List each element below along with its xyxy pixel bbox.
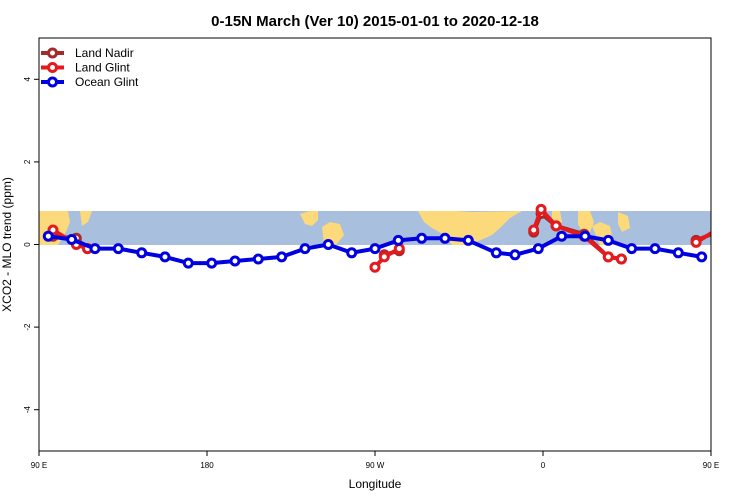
x-axis: 90 E 180 90 W 0 90 E: [31, 451, 719, 470]
data-point: [528, 224, 540, 236]
world-map-band: [39, 211, 711, 245]
land-mass-1: [80, 211, 92, 226]
x-axis-label: Longitude: [349, 477, 402, 491]
legend-label: Land Glint: [75, 61, 130, 75]
data-point: [728, 238, 736, 246]
legend-item: Ocean Glint: [41, 75, 139, 89]
data-point: [416, 232, 428, 244]
data-point: [672, 247, 684, 259]
data-point: [713, 226, 721, 234]
data-point: [89, 243, 101, 255]
data-point: [739, 245, 747, 253]
legend-label: Ocean Glint: [75, 75, 139, 89]
data-point: [602, 251, 614, 263]
y-tick-label: 4: [23, 77, 32, 82]
land-mass-8: [618, 212, 630, 232]
data-point: [378, 251, 390, 263]
x-tick-label: 90 E: [703, 461, 719, 470]
y-axis: -4 -2 0 2 4: [23, 77, 39, 414]
data-point: [346, 247, 358, 259]
y-tick-label: 0: [23, 242, 32, 247]
data-point: [626, 243, 638, 255]
data-point: [713, 228, 721, 236]
data-point: [112, 243, 124, 255]
series-layer: [42, 203, 747, 273]
data-point: [490, 247, 502, 259]
y-tick-label: -4: [23, 406, 32, 414]
data-point: [690, 236, 702, 248]
data-point: [649, 243, 661, 255]
data-point: [535, 203, 547, 215]
legend-swatch-marker: [47, 62, 58, 73]
y-tick-label: -2: [23, 323, 32, 331]
x-tick-label: 0: [541, 461, 546, 470]
series-line-1-3: [695, 231, 711, 245]
x-tick-label: 90 W: [366, 461, 385, 470]
data-point: [532, 243, 544, 255]
data-point: [739, 245, 747, 253]
data-point: [252, 253, 264, 265]
legend-item: Land Glint: [41, 61, 130, 75]
data-point: [696, 251, 708, 263]
y-tick-label: 2: [23, 159, 32, 164]
data-point: [206, 257, 218, 269]
data-point: [392, 234, 404, 246]
data-point: [229, 255, 241, 267]
data-point: [602, 234, 614, 246]
data-point: [509, 249, 521, 261]
x-tick-label: 90 E: [31, 461, 47, 470]
data-point: [728, 232, 736, 240]
data-point: [579, 230, 591, 242]
data-point: [369, 243, 381, 255]
data-point: [159, 251, 171, 263]
legend-swatch-marker: [47, 47, 58, 59]
data-point: [556, 230, 568, 242]
data-point: [462, 234, 474, 246]
data-point: [369, 261, 381, 273]
chart-title: 0-15N March (Ver 10) 2015-01-01 to 2020-…: [211, 13, 539, 30]
land-mass-2: [300, 211, 318, 226]
legend-swatch-marker: [47, 76, 58, 88]
data-point: [615, 253, 627, 265]
data-point: [136, 247, 148, 259]
y-axis-label: XCO2 - MLO trend (ppm): [0, 177, 14, 312]
legend-item: Land Nadir: [41, 46, 134, 60]
data-point: [322, 239, 334, 250]
data-point: [182, 257, 194, 269]
legend-label: Land Nadir: [75, 46, 134, 60]
data-point: [299, 243, 311, 255]
data-point: [42, 230, 54, 242]
data-point: [439, 232, 451, 244]
data-point: [66, 234, 78, 245]
data-point: [550, 220, 562, 232]
series-ocean-glint: [42, 230, 708, 269]
data-point: [276, 251, 288, 263]
x-tick-label: 180: [200, 461, 214, 470]
land-mass-4: [418, 211, 522, 245]
